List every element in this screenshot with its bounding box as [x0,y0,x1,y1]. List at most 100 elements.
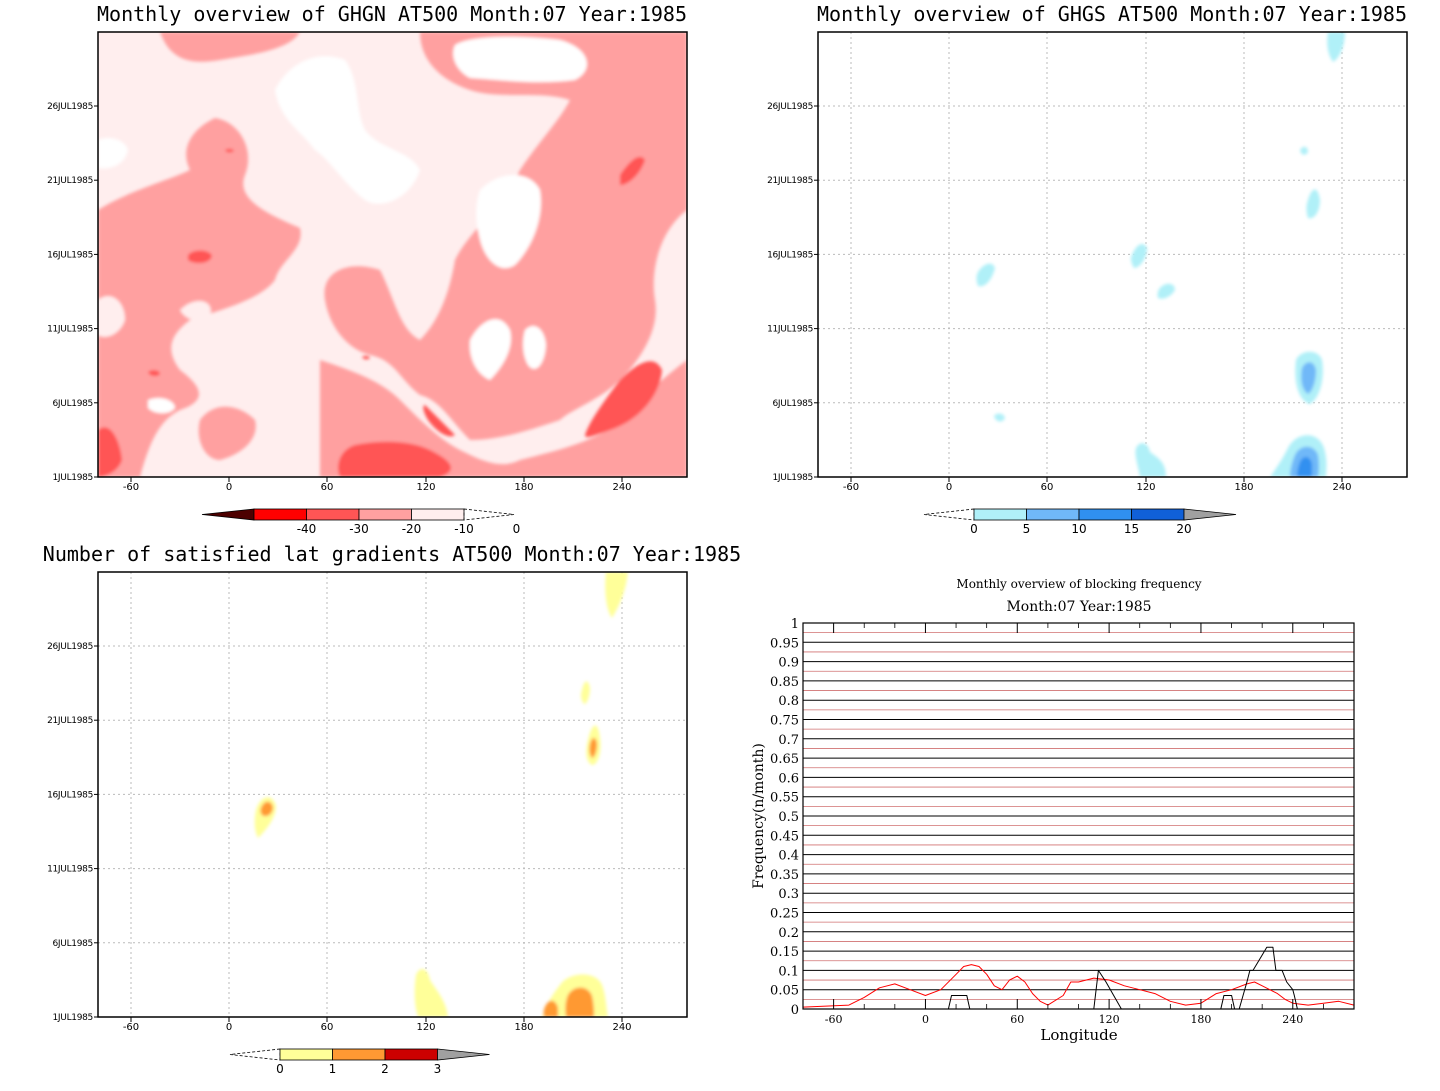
y-tick-label: 16JUL1985 [47,790,93,800]
x-tick-label: 180 [1190,1013,1211,1026]
y-tick-label: 0.2 [778,926,799,941]
y-tick-label: 26JUL1985 [767,102,813,112]
y-tick-label: 1JUL1985 [53,473,94,483]
x-tick-label: 180 [1234,482,1253,493]
y-tick-label: 0.75 [770,714,799,729]
y-tick-label: 0.05 [770,984,799,999]
x-tick-label: 0 [922,1013,929,1026]
y-tick-label: 11JUL1985 [47,865,93,875]
red-series-line [802,964,1355,1008]
colorbar-segment [1026,508,1080,521]
panel-ghgn: Monthly overview of GHGN AT500 Month:07 … [47,2,688,536]
y-tick-label: 21JUL1985 [47,176,93,186]
colorbar-left-arrow [229,1048,281,1061]
colorbar-segment [279,1048,333,1061]
ghgn-band-none-mid [469,319,511,380]
y-tick-label: 1 [791,617,799,632]
panel-lat-gradients: Number of satisfied lat gradients AT500 … [43,542,741,1076]
y-tick-label: 0.6 [778,771,799,786]
ghgs-blob-14jul-a [976,263,995,287]
y-tick-label: 0.3 [778,887,799,902]
ghgs-blob-16jul [1130,244,1147,268]
ghgn-band-low-dot5 [225,148,234,153]
colorbar-right-arrow [463,508,515,521]
ghgs-grid [818,32,1407,477]
ghgn-band-low-dot2 [620,156,645,185]
lat-gradients-colorbar: 0 1 2 3 [229,1048,490,1076]
y-tick-label: 0.45 [770,829,799,844]
y-tick-label: 0.35 [770,868,799,883]
x-tick-label: 0 [226,1022,232,1033]
colorbar-label: 5 [1023,522,1031,536]
colorbar-label: 1 [329,1062,337,1076]
lat-blob-2jul-b-core [565,987,594,1017]
ghgn-band-low-dot6 [362,355,370,360]
ghgs-blob-9jul-core [1301,362,1316,394]
colorbar-segment [306,508,360,521]
y-tick-label: 26JUL1985 [47,642,93,652]
colorbar-label: 2 [381,1062,389,1076]
colorbar-segment [973,508,1027,521]
x-tick-label: 240 [612,1022,631,1033]
colorbar-label: 20 [1176,522,1191,536]
x-tick-label: -60 [843,482,859,493]
ghgn-band-none-right [523,325,546,369]
y-tick-label: 0.1 [778,964,799,979]
y-tick-label: 0.55 [770,791,799,806]
ghgn-band-none-top [453,36,587,83]
ghgn-band-none-center [275,56,420,204]
y-tick-label: 0.9 [778,656,799,671]
ghgn-band-low-se [585,361,662,438]
colorbar-left-arrow [201,508,255,521]
lat-gradients-title: Number of satisfied lat gradients AT500 … [43,542,741,566]
ghgn-band-mid-west [98,118,301,477]
y-tick-label: 6JUL1985 [773,399,814,409]
colorbar-right-arrow [437,1048,490,1061]
lat-gradients-field [98,572,687,1017]
x-tick-label: 180 [514,482,533,493]
ghgn-band-light-blob [180,300,211,321]
lat-blob-top [605,572,628,618]
lat-gradients-grid [98,572,687,1017]
y-tick-label: 6JUL1985 [53,939,94,949]
ghgs-blob-2jul-a [1135,443,1166,477]
ghgn-band-light-white [98,138,128,169]
ghgn-title: Monthly overview of GHGN AT500 Month:07 … [97,2,687,26]
ghgn-band-light-left [98,296,125,337]
colorbar-label: 3 [434,1062,442,1076]
ghgs-blob-5jul [994,413,1005,422]
ghgs-blob-21jul [1300,146,1308,155]
colorbar-label: -40 [297,522,317,536]
colorbar-segment [332,1048,386,1061]
ghgs-axes: -60 0 60 120 180 240 1JUL1985 6JUL1985 11JUL1985… [767,102,1351,493]
ghgn-band-low-dot3 [423,405,455,437]
x-tick-label: 240 [1332,482,1351,493]
x-tick-label: 60 [1010,1013,1024,1026]
x-tick-label: 120 [1136,482,1155,493]
x-tick-label: 60 [1041,482,1054,493]
x-tick-label: 120 [1099,1013,1120,1026]
x-tick-label: 240 [612,482,631,493]
ghgn-field [98,32,687,477]
ghgs-blob-top [1327,32,1345,62]
panel-blocking-frequency: Monthly overview of blocking frequency M… [751,577,1355,1044]
blocking-title: Monthly overview of blocking frequency [956,577,1201,591]
ghgn-band-low-dot1 [188,250,212,264]
x-tick-label: -60 [825,1013,843,1026]
y-tick-label: 1JUL1985 [773,473,814,483]
x-tick-label: 240 [1282,1013,1303,1026]
x-tick-label: -60 [123,482,139,493]
ghgs-blob-2jul-core [1297,456,1312,477]
blocking-ylabel: Frequency(n/month) [751,743,767,889]
y-tick-label: 6JUL1985 [53,399,94,409]
colorbar-segment [1078,508,1132,521]
y-tick-label: 0 [791,1003,799,1018]
lat-blob-2jul-c [543,1000,558,1017]
colorbar-right-arrow [1183,508,1237,521]
x-tick-label: 60 [321,1022,334,1033]
colorbar-label: 15 [1124,522,1139,536]
lat-blob-23jul [580,681,590,705]
ghgs-blob-18jul [1306,189,1320,219]
x-tick-label: 120 [416,1022,435,1033]
x-tick-label: 60 [321,482,334,493]
